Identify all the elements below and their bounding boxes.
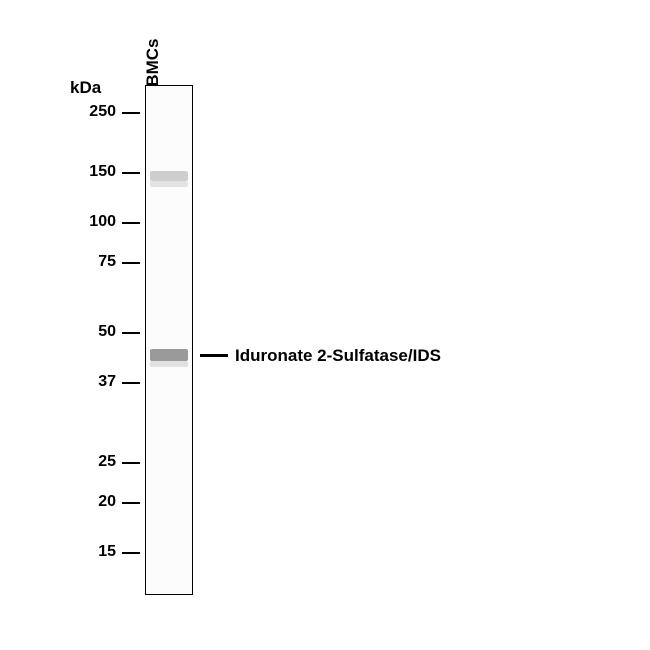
mw-tick-25 bbox=[122, 462, 140, 464]
mw-tick-37 bbox=[122, 382, 140, 384]
mw-tick-150 bbox=[122, 172, 140, 174]
mw-label-150: 150 bbox=[76, 163, 116, 181]
blot-figure: kDa PBMCs 250150100755037252015 Iduronat… bbox=[40, 30, 610, 620]
mw-label-50: 50 bbox=[76, 323, 116, 341]
mw-tick-20 bbox=[122, 502, 140, 504]
band-3 bbox=[150, 361, 188, 367]
mw-label-25: 25 bbox=[76, 453, 116, 471]
kda-header: kDa bbox=[70, 78, 101, 98]
annotation-label: Iduronate 2-Sulfatase/IDS bbox=[235, 346, 441, 366]
band-2 bbox=[150, 349, 188, 361]
mw-tick-15 bbox=[122, 552, 140, 554]
blot-lane bbox=[145, 85, 193, 595]
mw-tick-50 bbox=[122, 332, 140, 334]
mw-tick-75 bbox=[122, 262, 140, 264]
mw-label-100: 100 bbox=[76, 213, 116, 231]
mw-label-20: 20 bbox=[76, 493, 116, 511]
mw-tick-100 bbox=[122, 222, 140, 224]
mw-tick-250 bbox=[122, 112, 140, 114]
annotation-tick bbox=[200, 354, 228, 357]
mw-label-75: 75 bbox=[76, 253, 116, 271]
band-0 bbox=[150, 171, 188, 181]
mw-label-250: 250 bbox=[76, 103, 116, 121]
band-1 bbox=[150, 181, 188, 187]
mw-label-15: 15 bbox=[76, 543, 116, 561]
mw-label-37: 37 bbox=[76, 373, 116, 391]
